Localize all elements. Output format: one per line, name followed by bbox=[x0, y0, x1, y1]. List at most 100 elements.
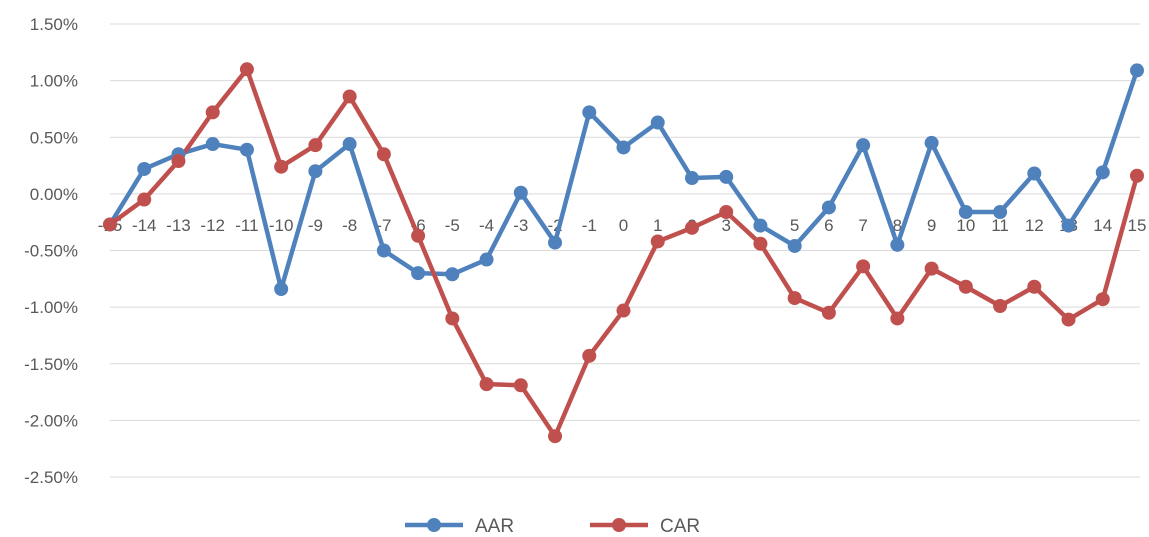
data-point-aar bbox=[890, 237, 905, 252]
x-tick-label: -13 bbox=[166, 216, 191, 235]
x-tick-label: 15 bbox=[1128, 216, 1147, 235]
x-tick-label: 1 bbox=[653, 216, 662, 235]
x-tick-label: 7 bbox=[858, 216, 867, 235]
data-point-car bbox=[650, 234, 665, 249]
x-tick-label: 14 bbox=[1093, 216, 1112, 235]
data-point-car bbox=[1027, 279, 1042, 294]
data-point-aar bbox=[787, 238, 802, 253]
legend: AAR CAR bbox=[405, 516, 700, 537]
data-point-aar bbox=[548, 235, 563, 250]
data-point-aar bbox=[684, 171, 699, 186]
data-point-aar bbox=[616, 140, 631, 155]
x-tick-label: -9 bbox=[308, 216, 323, 235]
x-tick-label: -14 bbox=[132, 216, 157, 235]
data-point-car bbox=[205, 105, 220, 120]
data-point-aar bbox=[1095, 165, 1110, 180]
data-point-aar bbox=[274, 282, 289, 297]
x-tick-label: -10 bbox=[269, 216, 294, 235]
data-point-aar bbox=[479, 252, 494, 267]
data-point-car bbox=[411, 228, 426, 243]
data-point-car bbox=[1130, 168, 1144, 183]
data-point-car bbox=[137, 192, 152, 207]
data-point-car bbox=[684, 220, 699, 235]
data-point-car bbox=[719, 204, 734, 219]
x-tick-label: -5 bbox=[445, 216, 460, 235]
y-tick-label: 0.50% bbox=[30, 128, 78, 147]
x-tick-label: 0 bbox=[619, 216, 628, 235]
y-tick-label: -2.50% bbox=[24, 468, 78, 487]
x-tick-label: 10 bbox=[956, 216, 975, 235]
x-tick-label: 12 bbox=[1025, 216, 1044, 235]
data-point-aar bbox=[137, 161, 152, 176]
data-point-aar bbox=[650, 115, 665, 130]
data-point-car bbox=[513, 378, 528, 393]
x-tick-label: -1 bbox=[582, 216, 597, 235]
data-point-car bbox=[616, 303, 631, 318]
data-point-aar bbox=[308, 164, 323, 179]
data-point-car bbox=[479, 377, 494, 392]
legend-label: AAR bbox=[475, 516, 514, 537]
series-lines bbox=[107, 67, 1140, 439]
data-point-car bbox=[993, 298, 1008, 313]
data-point-aar bbox=[376, 243, 391, 258]
legend-marker bbox=[427, 518, 441, 532]
x-tick-label: 9 bbox=[927, 216, 936, 235]
x-tick-label: -11 bbox=[235, 216, 258, 235]
data-point-car bbox=[582, 348, 597, 363]
data-point-aar bbox=[1027, 166, 1042, 181]
data-point-aar bbox=[445, 267, 460, 282]
data-point-aar bbox=[513, 185, 528, 200]
data-point-car bbox=[445, 311, 460, 326]
y-tick-label: -0.50% bbox=[24, 242, 78, 261]
x-axis-tick-labels: -15-14-13-12-11-10-9-8-7-6-5-4-3-2-10123… bbox=[98, 216, 1147, 235]
data-point-car bbox=[753, 236, 768, 251]
data-point-aar bbox=[342, 137, 357, 152]
data-point-car bbox=[342, 89, 357, 104]
y-tick-label: -2.00% bbox=[24, 411, 78, 430]
data-point-aar bbox=[239, 142, 254, 157]
series-line-aar bbox=[107, 68, 1140, 292]
x-tick-label: 6 bbox=[824, 216, 833, 235]
data-point-car bbox=[1061, 312, 1076, 327]
x-tick-label: 5 bbox=[790, 216, 799, 235]
data-point-car bbox=[856, 259, 871, 274]
y-tick-label: 1.50% bbox=[30, 15, 78, 34]
y-tick-label: -1.50% bbox=[24, 355, 78, 374]
gridlines bbox=[110, 23, 1140, 478]
x-tick-label: -4 bbox=[479, 216, 494, 235]
data-point-aar bbox=[582, 105, 597, 120]
data-point-aar bbox=[205, 137, 220, 152]
x-tick-label: -3 bbox=[513, 216, 528, 235]
data-point-aar bbox=[753, 218, 768, 233]
data-point-aar bbox=[1061, 218, 1076, 233]
x-tick-label: -7 bbox=[376, 216, 391, 235]
data-point-car bbox=[924, 261, 939, 276]
x-tick-label: -8 bbox=[342, 216, 357, 235]
x-tick-label: -12 bbox=[200, 216, 225, 235]
data-point-aar bbox=[719, 169, 734, 184]
data-point-car bbox=[274, 159, 289, 174]
y-tick-label: 0.00% bbox=[30, 185, 78, 204]
data-point-car bbox=[890, 311, 905, 326]
data-point-car bbox=[1095, 292, 1110, 307]
data-point-car bbox=[171, 154, 186, 169]
data-point-car bbox=[787, 291, 802, 306]
data-point-car bbox=[548, 429, 563, 444]
data-point-car bbox=[103, 217, 117, 232]
data-point-car bbox=[376, 147, 391, 162]
x-tick-label: 3 bbox=[721, 216, 730, 235]
series-points bbox=[103, 62, 1144, 444]
y-axis-tick-labels: 1.50% 1.00% 0.50% 0.00% -0.50% -1.00% -1.50% -2… bbox=[24, 15, 78, 487]
series-line-car bbox=[107, 67, 1140, 439]
x-tick-label: 8 bbox=[893, 216, 902, 235]
legend-item-car: CAR bbox=[590, 516, 700, 537]
data-point-car bbox=[958, 279, 973, 294]
data-point-aar bbox=[1130, 63, 1144, 78]
data-point-aar bbox=[924, 135, 939, 150]
data-point-aar bbox=[821, 200, 836, 215]
legend-label: CAR bbox=[660, 516, 700, 537]
legend-marker bbox=[612, 518, 626, 532]
data-point-aar bbox=[993, 204, 1008, 219]
data-point-aar bbox=[856, 138, 871, 153]
